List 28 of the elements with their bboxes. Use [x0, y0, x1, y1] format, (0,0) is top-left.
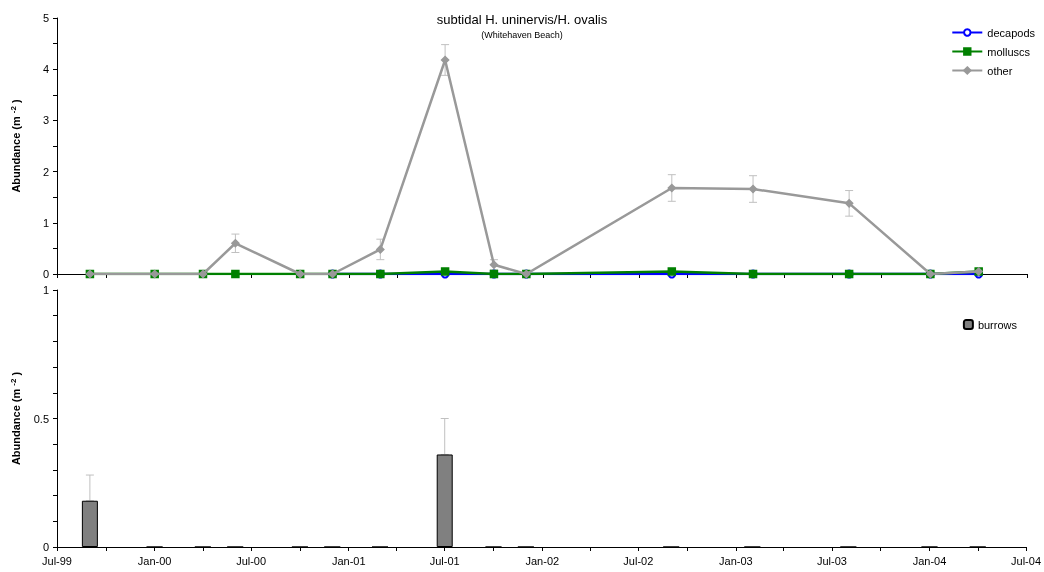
y-tick-label: 0 — [42, 268, 49, 280]
y-tick-label: 2 — [42, 165, 49, 178]
y-axis-title: Abundance (m-2) — [8, 371, 22, 466]
y-axis-title: Abundance (m-2) — [8, 99, 22, 193]
y-tick-label: 1 — [42, 216, 49, 229]
x-tick-label: Jul-03 — [816, 554, 847, 567]
x-tick-label: Jul-02 — [623, 554, 654, 567]
y-tick-label: 0 — [42, 541, 49, 553]
text: (Whitehaven Beach) — [481, 29, 563, 40]
x-tick-label: Jan-04 — [912, 554, 947, 567]
y-tick-label: 0.5 — [33, 412, 49, 425]
y-tick-label: 1 — [42, 284, 49, 296]
x-tick-label: Jan-03 — [719, 554, 753, 567]
chart-title: subtidal H. uninervis/H. ovalis — [436, 12, 608, 27]
x-tick-label: Jan-00 — [137, 554, 172, 567]
x-tick-label: Jul-99 — [42, 554, 72, 567]
y-tick-label: 5 — [42, 12, 49, 24]
legend-label: burrows — [977, 318, 1018, 331]
x-tick-label: Jan-01 — [331, 554, 366, 567]
x-tick-label: Jan-02 — [525, 554, 560, 567]
x-tick-label: Jul-01 — [429, 554, 460, 567]
y-tick-label: 3 — [42, 114, 49, 127]
x-tick-label: Jul-04 — [1011, 554, 1041, 567]
legend-label: molluscs — [987, 45, 1031, 58]
y-tick-label: 4 — [42, 63, 49, 76]
x-tick-label: Jul-00 — [236, 554, 267, 567]
legend-label: other — [987, 64, 1013, 77]
legend-label: decapods — [987, 26, 1036, 39]
